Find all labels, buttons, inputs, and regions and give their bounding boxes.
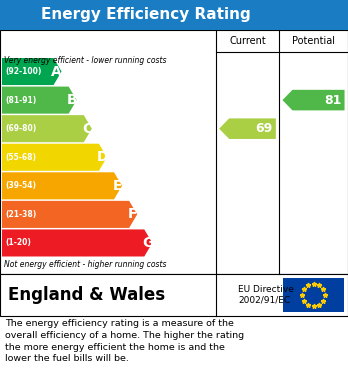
Text: D: D	[96, 150, 108, 164]
Polygon shape	[2, 230, 152, 256]
Polygon shape	[2, 86, 77, 114]
Text: Potential: Potential	[292, 36, 335, 46]
Text: England & Wales: England & Wales	[8, 286, 165, 304]
Text: (92-100): (92-100)	[5, 67, 41, 76]
Text: Current: Current	[229, 36, 266, 46]
Text: B: B	[66, 93, 77, 107]
Text: E: E	[112, 179, 122, 193]
Text: 69: 69	[255, 122, 273, 135]
Text: Very energy efficient - lower running costs: Very energy efficient - lower running co…	[4, 56, 166, 65]
Polygon shape	[2, 58, 62, 85]
Text: (81-91): (81-91)	[5, 96, 36, 105]
Polygon shape	[2, 172, 122, 199]
Text: F: F	[128, 207, 137, 221]
Bar	[0, 274, 348, 316]
Text: C: C	[82, 122, 92, 136]
Text: A: A	[52, 65, 62, 79]
Text: (39-54): (39-54)	[5, 181, 36, 190]
Text: G: G	[142, 236, 153, 250]
Polygon shape	[283, 90, 345, 110]
Polygon shape	[2, 201, 137, 228]
Bar	[283, 278, 344, 312]
Polygon shape	[2, 115, 92, 142]
Text: (55-68): (55-68)	[5, 153, 36, 162]
Text: Energy Efficiency Rating: Energy Efficiency Rating	[41, 7, 251, 23]
Text: 81: 81	[324, 93, 341, 107]
Text: (21-38): (21-38)	[5, 210, 36, 219]
Bar	[0, 30, 348, 274]
Text: (1-20): (1-20)	[5, 239, 31, 248]
Text: The energy efficiency rating is a measure of the
overall efficiency of a home. T: The energy efficiency rating is a measur…	[5, 319, 244, 363]
Text: EU Directive
2002/91/EC: EU Directive 2002/91/EC	[238, 285, 294, 305]
Text: Not energy efficient - higher running costs: Not energy efficient - higher running co…	[4, 260, 166, 269]
Text: (69-80): (69-80)	[5, 124, 36, 133]
Bar	[0, 0, 348, 30]
Polygon shape	[2, 144, 107, 171]
Polygon shape	[219, 118, 276, 139]
